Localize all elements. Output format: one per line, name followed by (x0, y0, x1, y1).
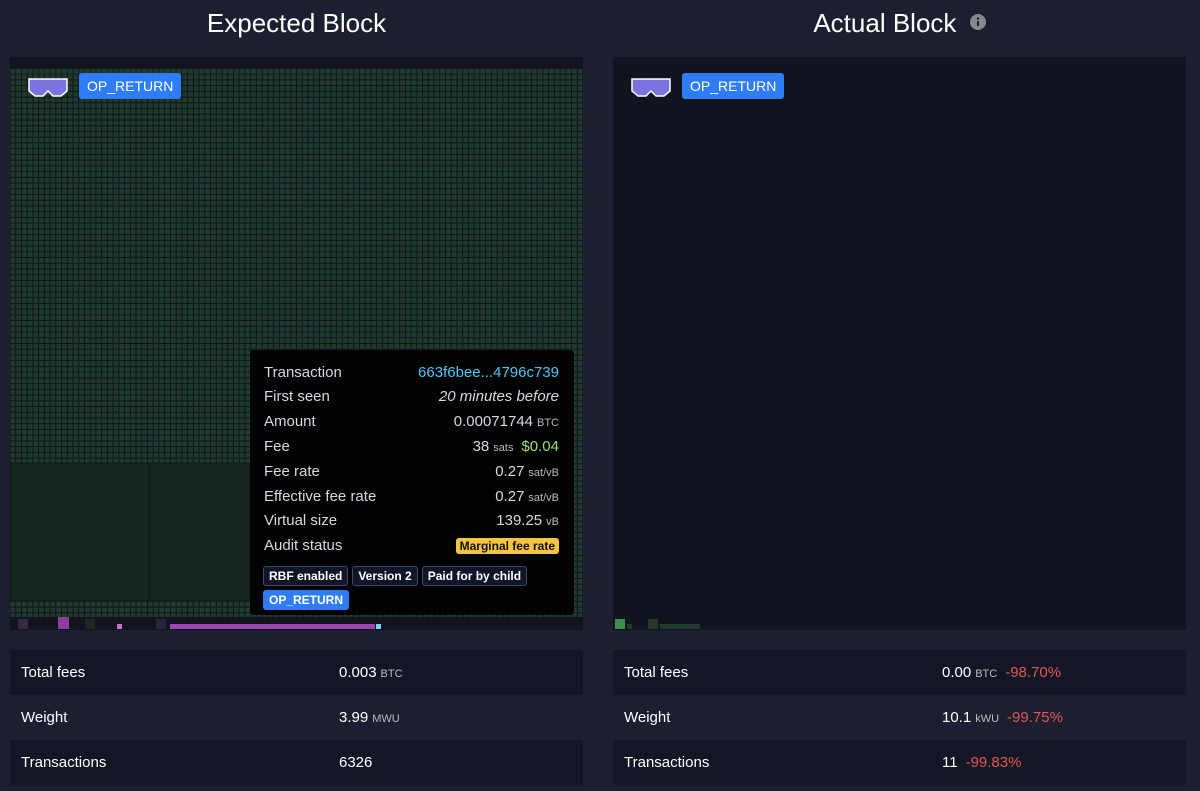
value-text[interactable]: 663f6bee...4796c739 (418, 363, 559, 381)
tooltip-row: Virtual size 139.25 vB (264, 510, 559, 532)
tooltip-row: Fee 38 sats $0.04 (264, 435, 559, 457)
tx-tag: RBF enabled (263, 566, 349, 586)
expected-title: Expected Block (206, 8, 387, 38)
stat-value: 10.1 kWU -99.75% (942, 709, 1063, 726)
stat-label: Transactions (21, 754, 107, 771)
value-text: 0.00 (942, 664, 972, 681)
actual-block: OP_RETURN (613, 57, 1186, 630)
row-label: First seen (264, 388, 330, 406)
tx-tag: Paid for by child (421, 566, 528, 586)
value-text: 38 (472, 437, 490, 455)
row-value: 38 sats $0.04 (473, 438, 559, 455)
actual-title-wrap: Actual Block (613, 8, 1186, 39)
tooltip-row: Fee rate 0.27 sat/vB (264, 460, 559, 482)
row-label: Amount (264, 413, 316, 431)
block-grid (615, 619, 700, 629)
stats-row: Transactions 11 -99.83% (613, 740, 1186, 785)
stat-label: Transactions (624, 754, 710, 771)
tooltip-row: Amount 0.00071744 BTC (264, 411, 559, 433)
value-text: 139.25 (496, 512, 543, 530)
stats-row: Transactions 6326 (10, 740, 583, 785)
row-label: Audit status (264, 537, 343, 555)
stats-row: Weight 10.1 kWU -99.75% (613, 695, 1186, 740)
value-unit: kWU (975, 713, 1000, 725)
row-value: 0.27 sat/vB (495, 488, 559, 505)
value-unit: BTC (380, 668, 403, 680)
stat-value: 3.99 MWU (339, 709, 400, 726)
row-label: Effective fee rate (264, 487, 377, 505)
stats-row: Weight 3.99 MWU (10, 695, 583, 740)
row-value: 139.25 vB (496, 512, 559, 529)
row-value: 663f6bee...4796c739 (418, 364, 559, 381)
actual-title: Actual Block (813, 8, 957, 38)
value-text: 10.1 (942, 709, 972, 726)
row-label: Fee rate (264, 462, 320, 480)
glasses-icon[interactable] (27, 76, 69, 98)
op-return-badge[interactable]: OP_RETURN (682, 73, 785, 99)
expected-block: OP_RETURN RBF enabled Version 2 Paid for b… (10, 57, 583, 630)
row-value: 0.00071744 BTC (454, 413, 559, 430)
value-text: 0.00071744 (453, 413, 533, 431)
row-value: 20 minutes before (439, 388, 559, 405)
stat-label: Total fees (624, 664, 689, 681)
value-unit: MWU (372, 713, 400, 725)
stat-value: 0.003 BTC (339, 664, 403, 681)
value-text: 3.99 (339, 709, 369, 726)
value-unit: vB (546, 516, 559, 529)
value-text: 0.27 (495, 487, 525, 505)
value-change: -99.75% (1007, 709, 1063, 726)
tooltip-row: Transaction 663f6bee...4796c739 (264, 361, 559, 383)
tooltip-row: Effective fee rate 0.27 sat/vB (264, 485, 559, 507)
stat-value: 0.00 BTC -98.70% (942, 664, 1061, 681)
stat-value: 11 -99.83% (942, 754, 1021, 771)
value-change: -99.83% (965, 754, 1022, 771)
expected-stats: Total fees 0.003 BTC Weight 3.99 MWU Transacti… (10, 650, 583, 785)
value-text: 0.27 (495, 462, 525, 480)
value-text: 20 minutes before (438, 388, 559, 406)
value-unit: sat/vB (528, 491, 559, 504)
fiat-value: $0.04 (521, 437, 559, 455)
stats-row: Total fees 0.00 BTC -98.70% (613, 650, 1186, 695)
value-change: -98.70% (1005, 664, 1062, 681)
op-return-badge[interactable]: OP_RETURN (79, 73, 182, 99)
glasses-icon[interactable] (630, 76, 672, 98)
stat-value: 6326 (339, 754, 372, 771)
tx-tag: Version 2 (352, 566, 418, 586)
tooltip-row: First seen 20 minutes before (264, 386, 559, 408)
actual-stats: Total fees 0.00 BTC -98.70% Weight 10.1 kWU -99… (613, 650, 1186, 785)
row-label: Transaction (264, 363, 342, 381)
stats-row: Total fees 0.003 BTC (10, 650, 583, 695)
value-text: 0.003 (339, 664, 377, 681)
tag-list: RBF enabled Version 2 Paid for by child OP_… (263, 566, 563, 610)
value-text: Marginal fee rate (455, 538, 559, 555)
row-value: Marginal fee rate (455, 537, 559, 555)
tooltip-row: Audit status Marginal fee rate (264, 535, 559, 557)
tx-tag: OP_RETURN (263, 590, 350, 610)
tx-tooltip: RBF enabled Version 2 Paid for by child OP_… (250, 350, 574, 615)
value-unit: sat/vB (528, 466, 559, 479)
info-icon[interactable] (969, 14, 986, 30)
row-label: Fee (264, 437, 290, 455)
stat-label: Weight (624, 709, 671, 726)
value-text: 6326 (339, 754, 373, 771)
stat-label: Total fees (21, 664, 86, 681)
value-unit: BTC (537, 417, 559, 430)
row-value: 0.27 sat/vB (495, 463, 559, 480)
stat-label: Weight (21, 709, 68, 726)
row-label: Virtual size (264, 512, 338, 530)
value-unit: sats (493, 441, 514, 454)
value-text: 11 (942, 754, 958, 771)
value-unit: BTC (975, 668, 998, 680)
